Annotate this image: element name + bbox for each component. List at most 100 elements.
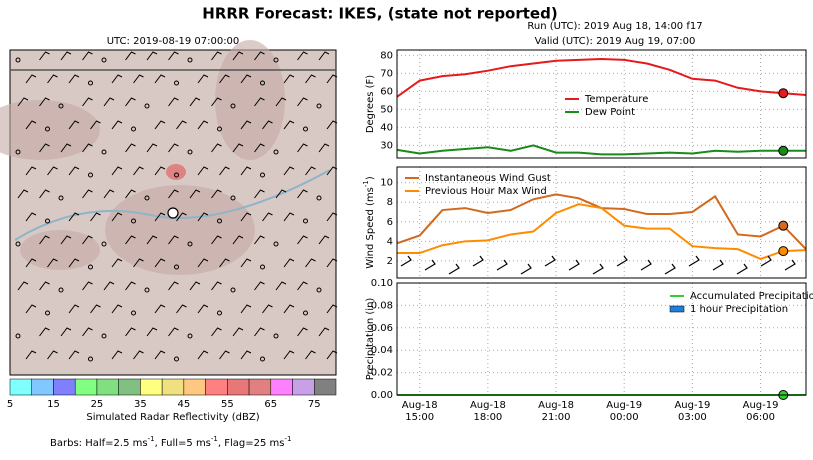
wind-barb: [146, 51, 158, 61]
wind-barb: [326, 212, 338, 222]
wind-barb: [211, 281, 222, 291]
wind-barb-station: [273, 241, 279, 247]
wind-barb: [305, 258, 316, 268]
wind-barb: [189, 189, 201, 199]
wind-barb: [168, 97, 179, 107]
wind-barb-station: [88, 356, 93, 362]
wind-barb: [68, 120, 80, 130]
colorbar-bin: [161, 378, 185, 396]
y-tick-label: 0.00: [371, 390, 393, 401]
wind-barb: [254, 235, 265, 245]
wind-barb: [82, 143, 93, 153]
wind-barb: [254, 97, 265, 107]
wind-barb: [17, 97, 29, 107]
wind-barb-station: [174, 356, 179, 362]
tick-line: Aug-18: [402, 400, 438, 411]
text-part: Barbs: Half=2.5 ms: [50, 438, 148, 449]
wind-barb-station: [260, 172, 265, 178]
wind-barb: [232, 51, 244, 61]
y-tick-label: 70: [380, 68, 393, 79]
terrain: [20, 230, 100, 270]
wind-barb: [262, 120, 273, 130]
wind-barb-station: [187, 241, 193, 247]
colorbar-tick-label: 65: [264, 399, 277, 410]
wind-barb: [39, 51, 50, 61]
wind-barb: [111, 350, 123, 360]
wind-barb: [168, 235, 179, 245]
wind-barb: [283, 212, 295, 222]
wind-barb: [68, 166, 80, 176]
panel-frame: [396, 166, 807, 279]
wind-barb: [232, 235, 244, 245]
valid-time-marker: [778, 145, 789, 156]
wind-barb: [39, 97, 50, 107]
wind-barb: [400, 255, 412, 267]
wind-barb: [125, 97, 136, 107]
tick-line: Aug-19: [743, 400, 779, 411]
wind-barb-station: [131, 126, 136, 132]
legend-label: Accumulated Precipitation: [690, 291, 813, 302]
y-tick-label: 6: [387, 217, 393, 228]
wind-barb-station: [101, 333, 107, 339]
y-tick-label: 50: [380, 104, 393, 115]
wind-barb-station: [15, 241, 21, 247]
wind-barb-station: [15, 57, 21, 63]
wind-barb-station: [217, 218, 222, 224]
wind-barb: [68, 258, 80, 268]
wind-barb: [82, 327, 93, 337]
wind-barb: [275, 189, 287, 199]
wind-barb-station: [88, 80, 93, 86]
wind-barb: [760, 255, 772, 267]
wind-barb: [154, 258, 166, 268]
colorbar-tick-label: 45: [177, 399, 190, 410]
wind-barb: [232, 327, 244, 337]
wind-barb: [326, 350, 338, 360]
wind-barb: [111, 212, 123, 222]
valid-time-marker: [778, 220, 789, 231]
y-tick-label: 40: [380, 122, 393, 133]
wind-barb: [688, 255, 700, 267]
y-tick-label: 80: [380, 50, 393, 61]
wind-barb: [240, 74, 252, 84]
river: [14, 169, 331, 241]
colorbar-bin: [74, 378, 98, 396]
legend-label: Previous Hour Max Wind: [425, 186, 547, 197]
wind-barb: [275, 97, 287, 107]
wind-barb: [211, 51, 222, 61]
wind-barb: [283, 258, 295, 268]
wind-barb: [47, 350, 58, 360]
panel-title: Valid (UTC): 2019 Aug 19, 07:00: [535, 36, 696, 47]
wind-barb: [232, 143, 244, 153]
legend-label: Temperature: [584, 94, 648, 105]
wind-barb: [240, 304, 252, 314]
y-tick-label: 0.04: [371, 345, 393, 356]
label: Wind Speed (ms-1): [362, 176, 376, 269]
y-tick-label: 60: [380, 86, 393, 97]
wind-barb-station: [187, 57, 193, 63]
tick-line: Aug-19: [674, 400, 710, 411]
panel-title: Run (UTC): 2019 Aug 18, 14:00 f17: [527, 21, 702, 32]
wind-barb: [189, 97, 201, 107]
colorbar-tick-label: 15: [47, 399, 60, 410]
wind-barb: [211, 235, 222, 245]
tick-line: 21:00: [542, 412, 571, 423]
wind-barb: [111, 166, 123, 176]
colorbar-tick-label: 35: [134, 399, 147, 410]
x-tick-label: Aug-18 15:00: [402, 400, 438, 423]
wind-barb: [90, 212, 101, 222]
tick-line: Aug-18: [538, 400, 574, 411]
wind-barb: [197, 258, 209, 268]
wind-barb: [176, 120, 187, 130]
wind-barb: [90, 304, 101, 314]
wind-barb: [168, 281, 179, 291]
wind-barb: [283, 304, 295, 314]
superscript: -1: [284, 435, 291, 443]
wind-barb: [68, 212, 80, 222]
wind-barb: [197, 120, 209, 130]
wind-barb: [240, 166, 252, 176]
text-part: Wind Speed (ms: [365, 187, 376, 269]
label: Precipitation (in): [365, 298, 376, 381]
wind-barb: [297, 189, 308, 199]
wind-barb: [254, 51, 265, 61]
colorbar-bin: [183, 378, 206, 396]
